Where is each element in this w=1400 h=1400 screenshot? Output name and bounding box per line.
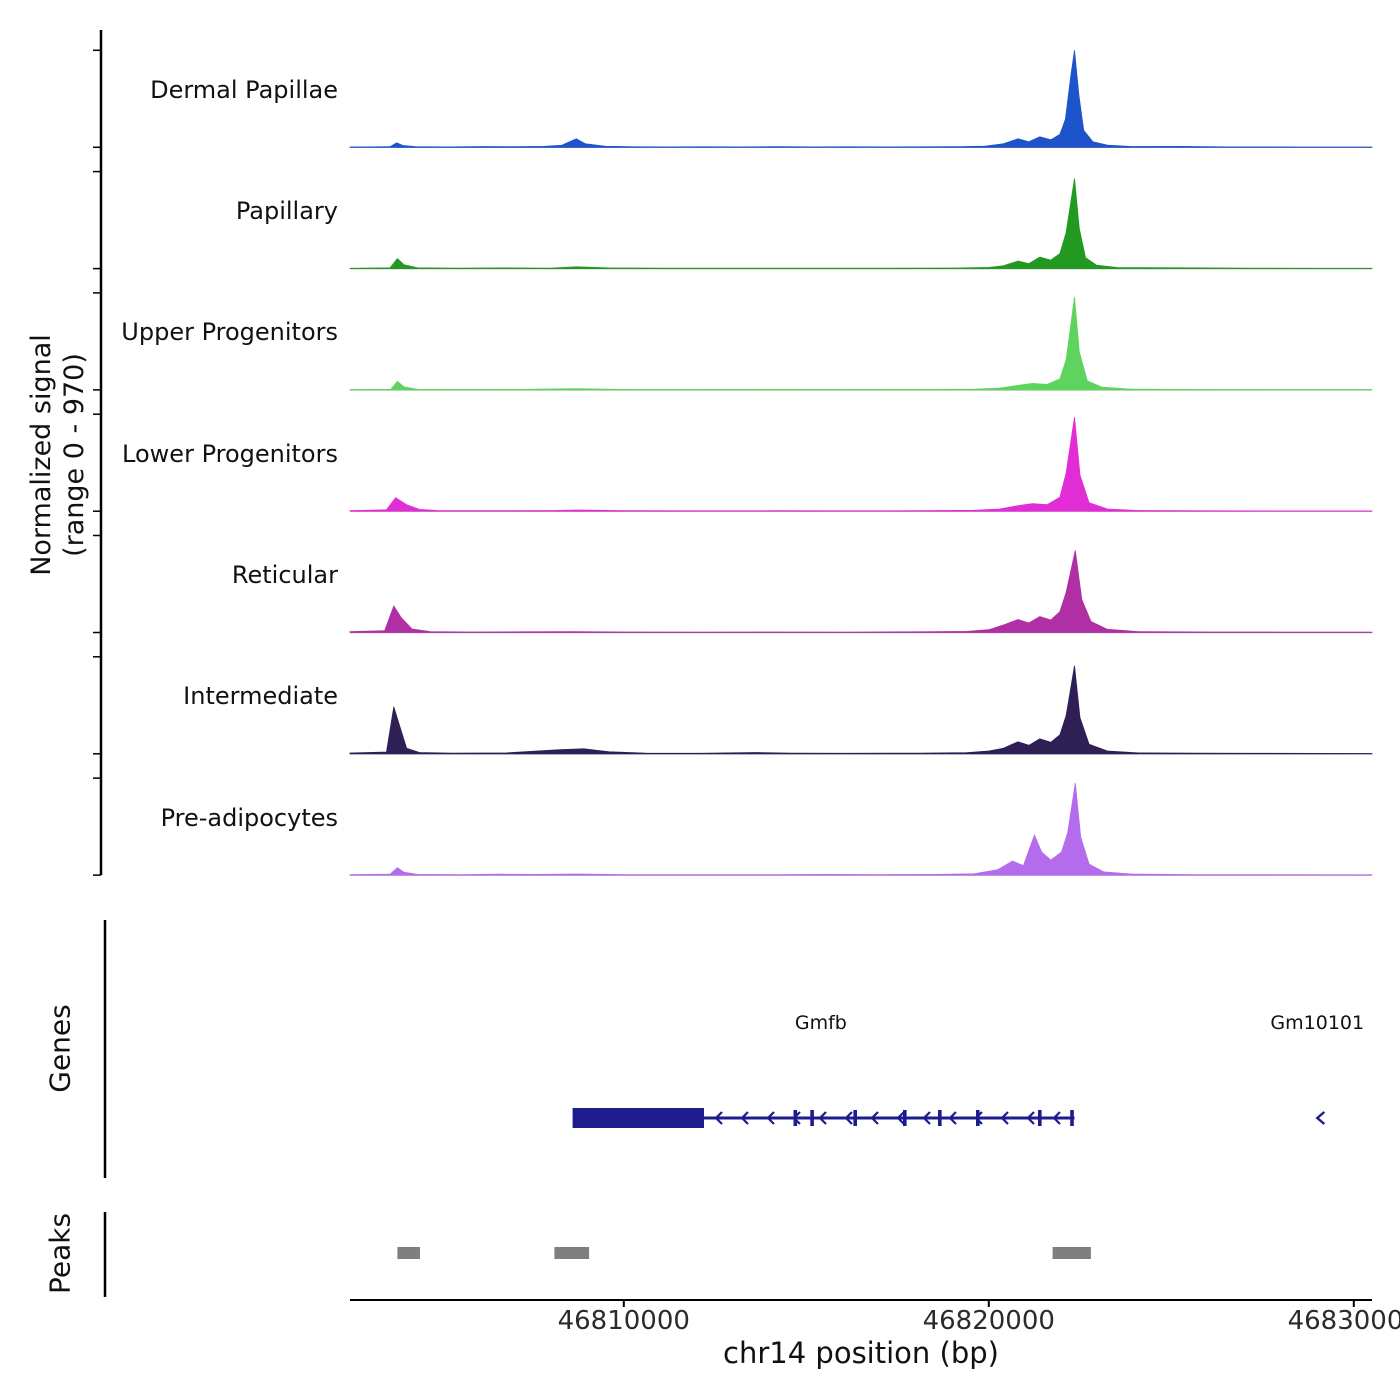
track-label-intermediate: Intermediate <box>183 682 338 710</box>
signal-track-upper-progenitors <box>349 296 1373 391</box>
gene-strand-arrow <box>1315 1111 1326 1125</box>
gene-exon-tick <box>853 1110 857 1126</box>
gene-exon-tick <box>793 1110 798 1126</box>
gene-strand-arrow <box>766 1111 775 1125</box>
track-label-dermal-papillae: Dermal Papillae <box>150 76 338 104</box>
track-label-reticular: Reticular <box>231 561 338 589</box>
gene-strand-arrow <box>740 1111 749 1125</box>
signal-track-lower-progenitors <box>349 417 1373 512</box>
gene-strand-arrow <box>870 1111 879 1125</box>
gene-strand-arrow <box>922 1111 931 1125</box>
x-tick-label: 46830000 <box>1287 1306 1400 1336</box>
x-tick-label: 46820000 <box>922 1306 1055 1336</box>
gene-exon-block <box>572 1108 704 1128</box>
gene-strand-arrow <box>844 1111 853 1125</box>
gene-strand-arrow <box>1052 1111 1061 1125</box>
signal-track-papillary <box>349 178 1373 269</box>
track-label-pre-adipocytes: Pre-adipocytes <box>160 804 338 832</box>
peak-region <box>554 1247 590 1259</box>
signal-track-intermediate <box>349 665 1373 755</box>
signal-track-reticular <box>349 550 1373 633</box>
gene-exon-tick <box>903 1110 907 1126</box>
x-axis-title: chr14 position (bp) <box>723 1336 999 1370</box>
gene-strand-arrow <box>714 1111 723 1125</box>
gene-strand-arrow <box>818 1111 827 1125</box>
peak-region <box>1052 1247 1091 1259</box>
x-tick-label: 46810000 <box>557 1306 690 1336</box>
gene-strand-arrow <box>948 1111 957 1125</box>
track-label-upper-progenitors: Upper Progenitors <box>121 318 338 346</box>
gene-name-label: Gm10101 <box>1270 1012 1365 1034</box>
gene-name-label: Gmfb <box>794 1012 847 1034</box>
gene-exon-tick <box>810 1110 814 1126</box>
track-label-papillary: Papillary <box>235 197 338 225</box>
peak-region <box>397 1247 420 1259</box>
signal-track-dermal-papillae <box>349 50 1373 148</box>
gene-strand-arrow <box>1026 1111 1035 1125</box>
gene-strand-arrow <box>1000 1111 1009 1125</box>
gene-exon-tick <box>938 1110 942 1126</box>
gene-strand-arrow <box>896 1111 905 1125</box>
track-label-lower-progenitors: Lower Progenitors <box>122 440 338 468</box>
gene-exon-tick <box>976 1110 980 1126</box>
gene-exon-tick <box>1038 1110 1042 1126</box>
signal-track-pre-adipocytes <box>349 783 1373 876</box>
gene-exon-tick <box>1070 1110 1074 1126</box>
